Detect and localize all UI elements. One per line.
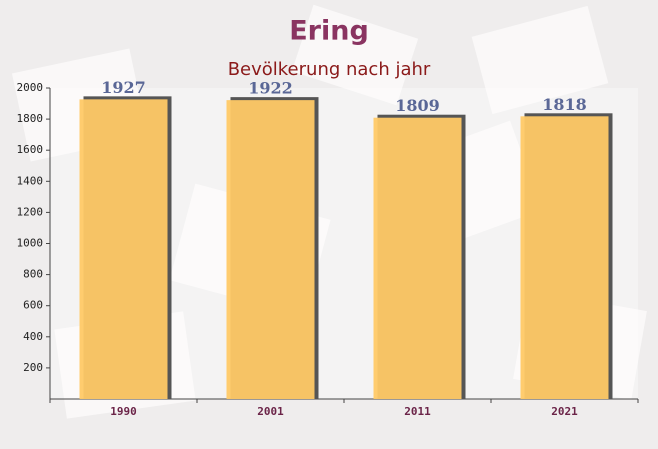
y-tick-label: 1800 (17, 112, 44, 125)
bar (226, 100, 315, 399)
bar (520, 116, 609, 400)
y-tick-label: 600 (23, 299, 43, 312)
y-tick-label: 400 (23, 330, 43, 343)
value-label: 1927 (101, 78, 146, 97)
y-tick-label: 1600 (17, 143, 44, 156)
chart-subtitle: Bevölkerung nach jahr (228, 59, 431, 80)
value-label: 1809 (395, 96, 440, 115)
chart-title: Ering (289, 16, 369, 47)
value-label: 1818 (542, 95, 587, 114)
bar (373, 117, 462, 399)
y-tick-label: 200 (23, 361, 43, 374)
x-tick-label: 1990 (110, 405, 137, 418)
y-tick-label: 1400 (17, 174, 44, 187)
y-tick-label: 1200 (17, 205, 44, 218)
y-tick-label: 2000 (17, 81, 44, 94)
y-tick-label: 1000 (17, 237, 44, 250)
y-tick-label: 800 (23, 268, 43, 281)
value-label: 1922 (248, 79, 293, 98)
x-tick-label: 2021 (551, 405, 578, 418)
x-tick-label: 2001 (257, 405, 284, 418)
bar (79, 99, 168, 399)
x-tick-label: 2011 (404, 405, 431, 418)
